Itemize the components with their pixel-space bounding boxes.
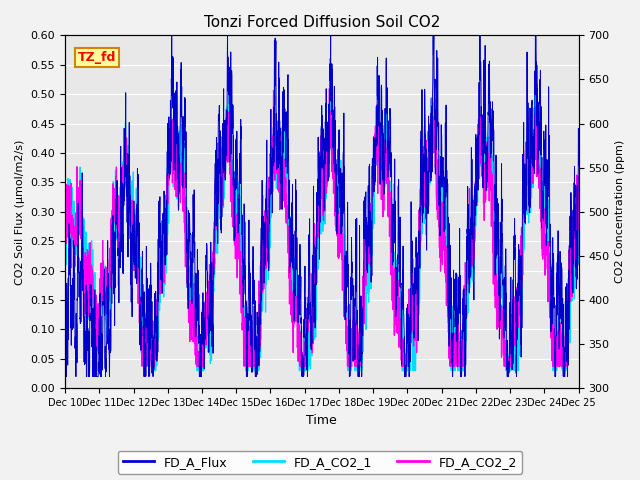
Y-axis label: CO2 Concentration (ppm): CO2 Concentration (ppm) — [615, 140, 625, 284]
Y-axis label: CO2 Soil Flux (μmol/m2/s): CO2 Soil Flux (μmol/m2/s) — [15, 139, 25, 285]
Title: Tonzi Forced Diffusion Soil CO2: Tonzi Forced Diffusion Soil CO2 — [204, 15, 440, 30]
X-axis label: Time: Time — [307, 414, 337, 427]
Text: TZ_fd: TZ_fd — [78, 51, 116, 64]
Legend: FD_A_Flux, FD_A_CO2_1, FD_A_CO2_2: FD_A_Flux, FD_A_CO2_1, FD_A_CO2_2 — [118, 451, 522, 474]
